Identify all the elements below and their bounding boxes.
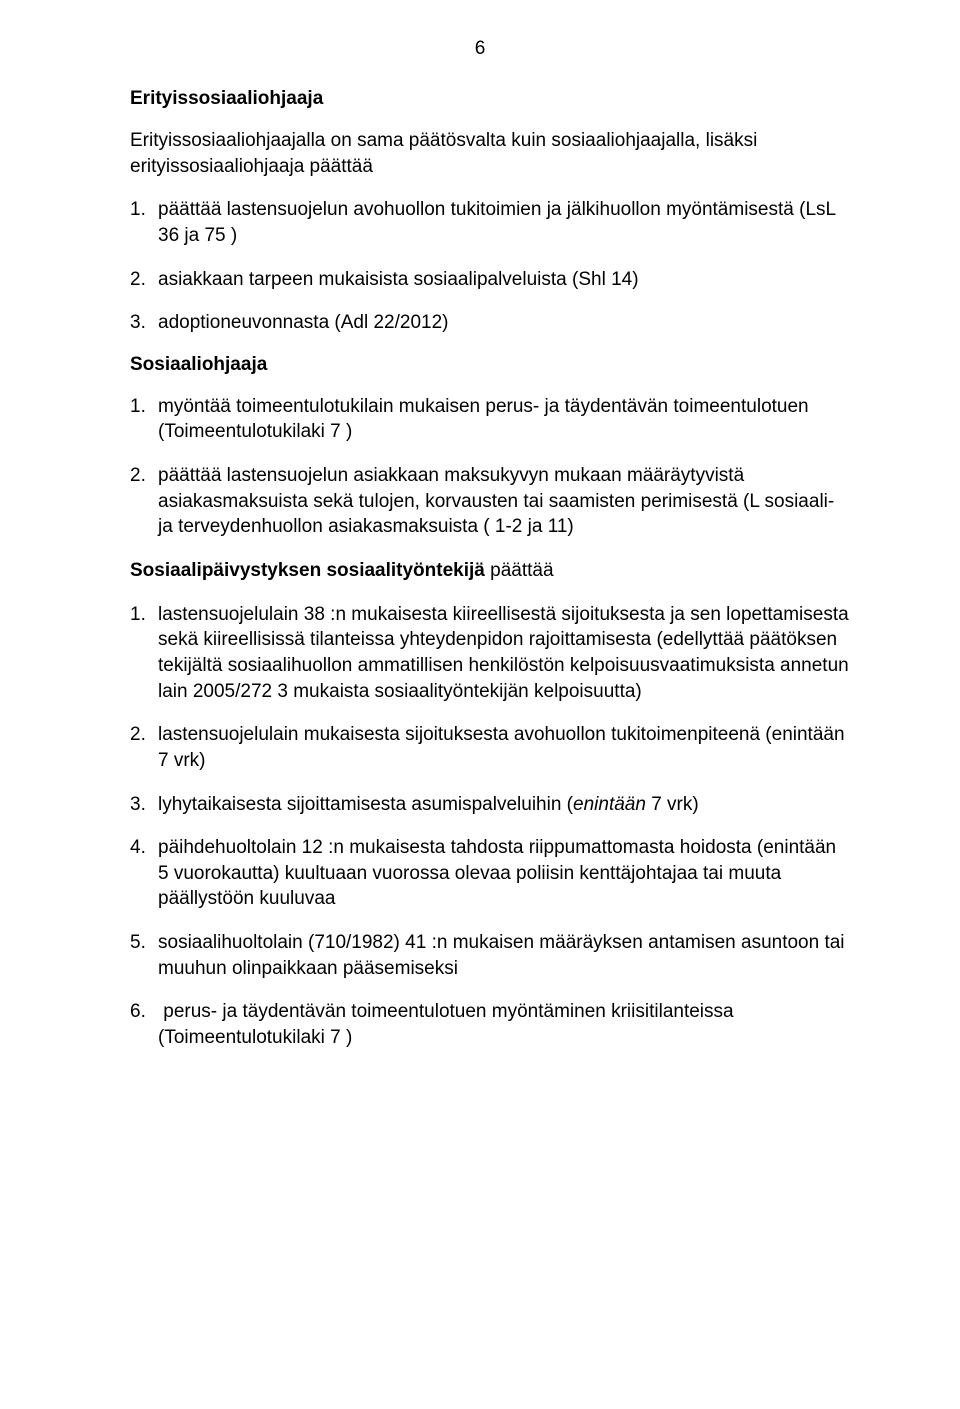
- list-item-italic: enintään: [573, 794, 646, 815]
- document-content: Erityissosiaaliohjaaja Erityissosiaalioh…: [130, 88, 850, 1051]
- list-item: lastensuojelulain mukaisesta sijoitukses…: [158, 722, 850, 773]
- list-item: sosiaalihuoltolain (710/1982) 41 :n muka…: [158, 930, 850, 981]
- section3-heading-bold: Sosiaalipäivystyksen sosiaalityöntekijä: [130, 560, 485, 581]
- section3-list: lastensuojelulain 38 :n mukaisesta kiire…: [158, 602, 850, 1051]
- list-item: päihdehuoltolain 12 :n mukaisesta tahdos…: [158, 835, 850, 912]
- section2-heading: Sosiaaliohjaaja: [130, 354, 850, 376]
- list-item: päättää lastensuojelun avohuollon tukito…: [158, 197, 850, 248]
- section1-intro: Erityissosiaaliohjaajalla on sama päätös…: [130, 128, 850, 179]
- list-item: lyhytaikaisesta sijoittamisesta asumispa…: [158, 792, 850, 818]
- list-item: päättää lastensuojelun asiakkaan maksuky…: [158, 463, 850, 540]
- list-item-prefix: lyhytaikaisesta sijoittamisesta asumispa…: [158, 794, 573, 815]
- list-item: perus- ja täydentävän toimeentulotuen my…: [158, 999, 850, 1050]
- section1-heading: Erityissosiaaliohjaaja: [130, 88, 850, 110]
- list-item: myöntää toimeentulotukilain mukaisen per…: [158, 394, 850, 445]
- list-item-suffix: 7 vrk): [646, 794, 699, 815]
- list-item: asiakkaan tarpeen mukaisista sosiaalipal…: [158, 267, 850, 293]
- list-item: lastensuojelulain 38 :n mukaisesta kiire…: [158, 602, 850, 705]
- section3-heading: Sosiaalipäivystyksen sosiaalityöntekijä …: [130, 558, 850, 584]
- section1-list: päättää lastensuojelun avohuollon tukito…: [158, 197, 850, 336]
- section3-heading-rest: päättää: [485, 560, 554, 581]
- page-number: 6: [475, 38, 486, 60]
- section2-list: myöntää toimeentulotukilain mukaisen per…: [158, 394, 850, 540]
- list-item: adoptioneuvonnasta (Adl 22/2012): [158, 310, 850, 336]
